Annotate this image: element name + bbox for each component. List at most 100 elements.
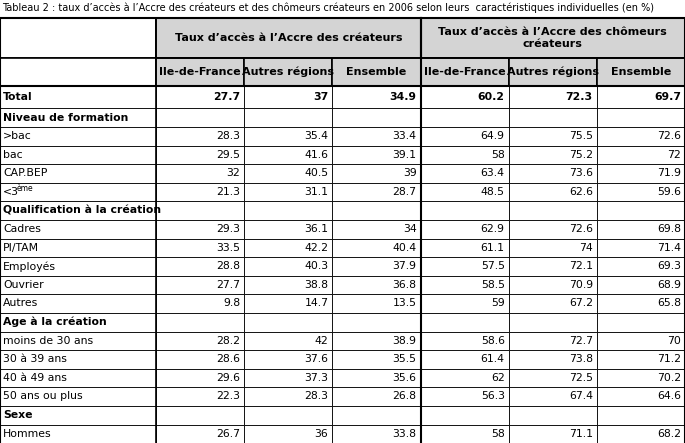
Text: 64.6: 64.6 xyxy=(657,391,681,401)
Text: 33.5: 33.5 xyxy=(216,243,240,253)
Bar xyxy=(597,58,685,86)
Bar xyxy=(597,312,685,331)
Bar xyxy=(245,86,332,108)
Bar xyxy=(245,294,332,312)
Bar xyxy=(156,108,245,127)
Text: 40 à 49 ans: 40 à 49 ans xyxy=(3,373,67,383)
Text: Ouvrier: Ouvrier xyxy=(3,280,44,290)
Bar xyxy=(332,238,421,257)
Text: Autres: Autres xyxy=(3,298,38,308)
Bar xyxy=(597,405,685,424)
Bar xyxy=(245,183,332,201)
Bar xyxy=(421,220,509,238)
Text: 70.2: 70.2 xyxy=(657,373,681,383)
Text: 67.2: 67.2 xyxy=(569,298,593,308)
Bar xyxy=(509,145,597,164)
Bar xyxy=(597,145,685,164)
Bar xyxy=(597,257,685,276)
Text: Age à la création: Age à la création xyxy=(3,317,107,327)
Text: 42.2: 42.2 xyxy=(304,243,328,253)
Text: Autres régions: Autres régions xyxy=(242,67,334,77)
Bar xyxy=(156,220,245,238)
Bar xyxy=(597,238,685,257)
Bar xyxy=(0,18,156,58)
Text: 63.4: 63.4 xyxy=(481,168,505,178)
Text: 35.6: 35.6 xyxy=(393,373,416,383)
Text: Total: Total xyxy=(3,92,33,102)
Text: 40.5: 40.5 xyxy=(304,168,328,178)
Text: 72.1: 72.1 xyxy=(569,261,593,271)
Text: moins de 30 ans: moins de 30 ans xyxy=(3,336,93,346)
Bar xyxy=(156,127,245,145)
Bar xyxy=(421,108,509,127)
Text: 68.9: 68.9 xyxy=(657,280,681,290)
Bar xyxy=(509,312,597,331)
Text: 28.2: 28.2 xyxy=(216,336,240,346)
Bar xyxy=(156,145,245,164)
Text: 36.8: 36.8 xyxy=(393,280,416,290)
Bar xyxy=(245,424,332,443)
Bar xyxy=(332,369,421,387)
Text: 34.9: 34.9 xyxy=(390,92,416,102)
Bar xyxy=(332,294,421,312)
Bar xyxy=(245,369,332,387)
Text: 48.5: 48.5 xyxy=(481,187,505,197)
Text: Taux d’accès à l’Accre des chômeurs
créateurs: Taux d’accès à l’Accre des chômeurs créa… xyxy=(438,27,667,49)
Text: 27.7: 27.7 xyxy=(213,92,240,102)
Text: 28.7: 28.7 xyxy=(393,187,416,197)
Text: 31.1: 31.1 xyxy=(304,187,328,197)
Text: 38.9: 38.9 xyxy=(393,336,416,346)
Bar xyxy=(509,387,597,405)
Bar xyxy=(421,387,509,405)
Bar xyxy=(421,183,509,201)
Bar xyxy=(332,108,421,127)
Bar xyxy=(509,220,597,238)
Bar xyxy=(156,350,245,369)
Bar xyxy=(156,18,421,58)
Bar xyxy=(509,424,597,443)
Text: Ensemble: Ensemble xyxy=(347,67,407,77)
Text: 73.6: 73.6 xyxy=(569,168,593,178)
Bar xyxy=(421,18,685,58)
Text: 9.8: 9.8 xyxy=(223,298,240,308)
Bar xyxy=(156,405,245,424)
Text: PI/TAM: PI/TAM xyxy=(3,243,39,253)
Bar xyxy=(509,127,597,145)
Bar xyxy=(509,201,597,220)
Text: <3: <3 xyxy=(3,187,19,197)
Bar xyxy=(597,201,685,220)
Bar xyxy=(597,127,685,145)
Bar xyxy=(245,164,332,183)
Bar xyxy=(332,86,421,108)
Bar xyxy=(0,58,156,86)
Bar xyxy=(509,58,597,86)
Bar xyxy=(509,86,597,108)
Bar xyxy=(0,201,156,220)
Bar xyxy=(245,276,332,294)
Text: 58: 58 xyxy=(491,150,505,160)
Text: 40.4: 40.4 xyxy=(393,243,416,253)
Bar xyxy=(0,183,156,201)
Text: 60.2: 60.2 xyxy=(477,92,505,102)
Text: 75.5: 75.5 xyxy=(569,131,593,141)
Bar xyxy=(509,331,597,350)
Bar xyxy=(332,276,421,294)
Text: 62.9: 62.9 xyxy=(481,224,505,234)
Text: 26.7: 26.7 xyxy=(216,429,240,439)
Text: 36: 36 xyxy=(314,429,328,439)
Bar xyxy=(509,183,597,201)
Text: 28.3: 28.3 xyxy=(304,391,328,401)
Bar xyxy=(0,312,156,331)
Bar xyxy=(245,331,332,350)
Text: 58: 58 xyxy=(491,429,505,439)
Bar xyxy=(0,405,156,424)
Text: 21.3: 21.3 xyxy=(216,187,240,197)
Text: 62.6: 62.6 xyxy=(569,187,593,197)
Text: 72.5: 72.5 xyxy=(569,373,593,383)
Bar xyxy=(332,387,421,405)
Text: 68.2: 68.2 xyxy=(657,429,681,439)
Bar xyxy=(509,350,597,369)
Text: 42: 42 xyxy=(314,336,328,346)
Text: Ile-de-France: Ile-de-France xyxy=(160,67,241,77)
Bar xyxy=(509,294,597,312)
